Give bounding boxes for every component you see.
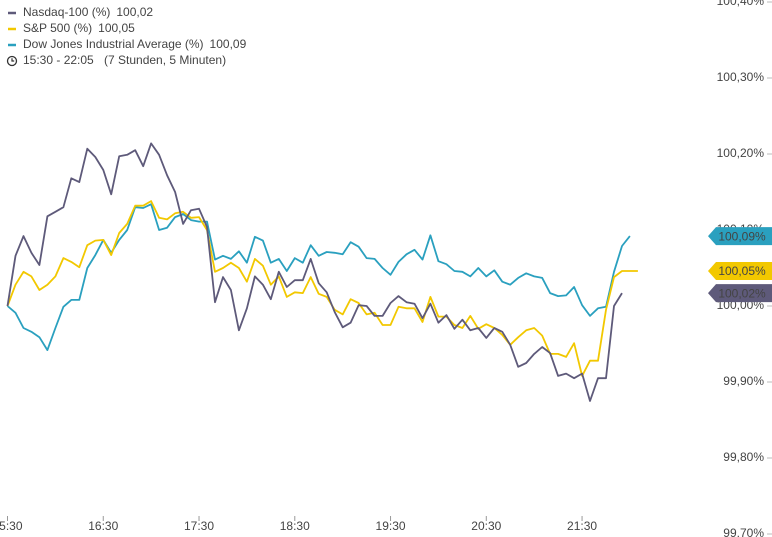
- x-tick-label: 18:30: [280, 519, 310, 533]
- x-tick-label: 20:30: [471, 519, 501, 533]
- y-tick-label: 100,20%: [717, 146, 765, 160]
- end-badge: [708, 284, 772, 303]
- end-badge: [708, 227, 772, 246]
- legend-label: Nasdaq-100 (%): [23, 5, 110, 19]
- y-tick-label: 100,40%: [717, 0, 765, 8]
- x-tick-label: 21:30: [567, 519, 597, 533]
- legend-label: S&P 500 (%): [23, 21, 92, 35]
- y-tick-label: 99,80%: [723, 450, 764, 464]
- x-tick-label: 19:30: [376, 519, 406, 533]
- legend-value: 100,09: [210, 37, 247, 51]
- end-label: 100,05%: [718, 264, 766, 278]
- end-badge: [708, 262, 772, 281]
- series-line: [6, 142, 623, 402]
- x-tick-label: 17:30: [184, 519, 214, 533]
- y-tick-label: 99,70%: [723, 526, 764, 537]
- series-line: [6, 203, 631, 351]
- time-range: 15:30 - 22:05: [23, 53, 94, 67]
- x-tick-label: 16:30: [88, 519, 118, 533]
- duration: (7 Stunden, 5 Minuten): [104, 53, 226, 67]
- end-label: 100,02%: [718, 286, 766, 300]
- legend-value: 100,02: [116, 5, 153, 19]
- series-line: [6, 200, 638, 377]
- y-tick-label: 99,90%: [723, 374, 764, 388]
- clock-icon: [6, 55, 18, 67]
- legend-label: Dow Jones Industrial Average (%): [23, 37, 204, 51]
- legend-value: 100,05: [98, 21, 135, 35]
- end-label: 100,09%: [718, 229, 766, 243]
- y-tick-label: 100,30%: [717, 70, 765, 84]
- x-tick-label: 15:30: [0, 519, 23, 533]
